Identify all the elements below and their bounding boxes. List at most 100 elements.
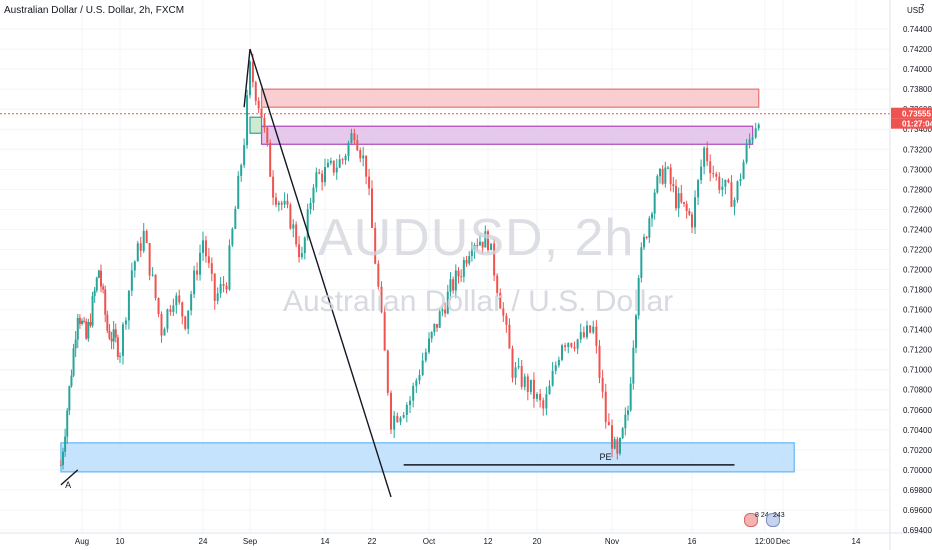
candle[interactable] (438, 308, 441, 328)
candle[interactable] (207, 248, 210, 269)
candle[interactable] (570, 342, 573, 349)
candle[interactable] (87, 318, 90, 342)
candle[interactable] (748, 133, 751, 149)
candle[interactable] (601, 369, 604, 399)
candle[interactable] (193, 265, 196, 299)
candle[interactable] (688, 208, 691, 216)
candle[interactable] (59, 459, 62, 467)
candle[interactable] (371, 180, 373, 229)
candle[interactable] (505, 312, 508, 333)
candle[interactable] (91, 291, 94, 328)
candle[interactable] (169, 305, 172, 316)
candle[interactable] (231, 227, 234, 248)
candle[interactable] (700, 159, 703, 184)
candle[interactable] (243, 138, 246, 168)
candle[interactable] (380, 281, 383, 314)
candle[interactable] (564, 342, 567, 352)
candle[interactable] (76, 313, 79, 349)
candle[interactable] (409, 395, 411, 414)
candle[interactable] (359, 147, 362, 163)
candle[interactable] (624, 407, 627, 436)
candle[interactable] (465, 255, 468, 267)
candle[interactable] (697, 178, 700, 205)
demand-zone[interactable] (60, 442, 795, 473)
candle[interactable] (89, 313, 92, 328)
candle[interactable] (640, 242, 643, 283)
candle[interactable] (283, 192, 286, 209)
candle[interactable] (93, 286, 96, 303)
candle[interactable] (703, 146, 706, 175)
candle[interactable] (653, 188, 656, 220)
candle[interactable] (629, 377, 632, 412)
candle[interactable] (523, 373, 526, 391)
candle[interactable] (324, 158, 326, 187)
candle[interactable] (648, 215, 651, 244)
candle[interactable] (667, 166, 669, 170)
candle[interactable] (393, 410, 396, 439)
candle[interactable] (130, 262, 133, 297)
candle[interactable] (452, 276, 455, 294)
candle[interactable] (269, 139, 272, 177)
candle[interactable] (493, 238, 496, 282)
candle[interactable] (607, 413, 610, 426)
candle[interactable] (476, 238, 479, 251)
candle[interactable] (490, 243, 493, 251)
candle[interactable] (335, 158, 338, 180)
candle[interactable] (736, 180, 739, 203)
candle[interactable] (742, 159, 745, 180)
candle[interactable] (589, 324, 592, 334)
candle[interactable] (754, 122, 757, 139)
candle[interactable] (508, 318, 511, 349)
trend-line-long[interactable] (249, 48, 392, 498)
candle[interactable] (312, 184, 315, 211)
candle[interactable] (102, 283, 105, 294)
candle[interactable] (598, 339, 601, 384)
candle[interactable] (616, 436, 619, 460)
candle[interactable] (187, 310, 190, 335)
candle[interactable] (514, 362, 517, 385)
candle[interactable] (567, 342, 570, 354)
candle[interactable] (694, 190, 697, 234)
event-flag-icon[interactable] (744, 513, 758, 527)
candle[interactable] (72, 343, 75, 378)
candle[interactable] (139, 236, 142, 258)
candle[interactable] (100, 264, 102, 293)
candle[interactable] (68, 385, 71, 415)
candle[interactable] (157, 297, 160, 318)
candle[interactable] (277, 200, 280, 212)
candle[interactable] (70, 369, 73, 388)
candle[interactable] (347, 140, 350, 162)
candle[interactable] (446, 284, 449, 315)
candle[interactable] (148, 242, 151, 281)
candle[interactable] (332, 160, 335, 176)
candle[interactable] (280, 200, 283, 211)
candle[interactable] (548, 380, 551, 395)
candle[interactable] (166, 308, 169, 333)
candle[interactable] (418, 369, 421, 385)
candle[interactable] (344, 153, 347, 165)
candle[interactable] (576, 338, 579, 355)
candle[interactable] (136, 240, 139, 262)
candle[interactable] (502, 302, 505, 322)
candle[interactable] (529, 379, 532, 395)
candle[interactable] (108, 324, 111, 340)
candle[interactable] (133, 260, 136, 278)
candle[interactable] (338, 154, 341, 169)
candle[interactable] (142, 223, 145, 253)
candle[interactable] (685, 200, 688, 219)
candle[interactable] (116, 334, 119, 361)
candle[interactable] (545, 386, 548, 416)
candle[interactable] (651, 211, 653, 227)
candle[interactable] (643, 233, 645, 250)
candle[interactable] (484, 225, 487, 248)
small-zone[interactable] (249, 116, 263, 134)
candle[interactable] (582, 326, 585, 339)
candle[interactable] (433, 323, 436, 336)
candle[interactable] (757, 122, 760, 131)
candle[interactable] (730, 175, 733, 207)
candle[interactable] (219, 276, 222, 298)
event-flag-icon-2[interactable] (766, 513, 780, 527)
left-line[interactable] (60, 469, 79, 486)
candle[interactable] (554, 361, 557, 375)
candle[interactable] (739, 173, 742, 187)
